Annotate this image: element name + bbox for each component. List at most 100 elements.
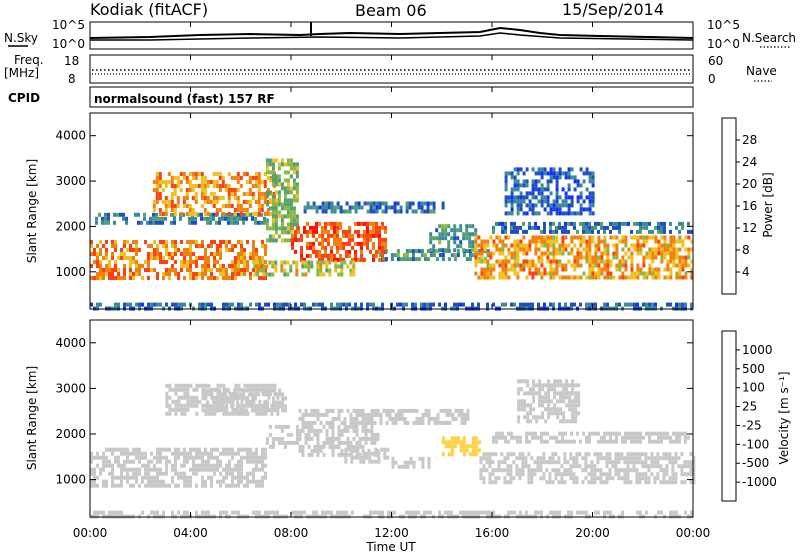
echo-cell (261, 383, 265, 388)
echo-cell (177, 383, 181, 388)
echo-cell (674, 472, 678, 477)
echo-cell (445, 420, 449, 425)
echo-cell (690, 259, 694, 264)
echo-cell (200, 172, 204, 176)
echo-cell (558, 207, 562, 212)
echo-cell (318, 221, 321, 226)
echo-cell (559, 383, 563, 388)
echo-cell (621, 263, 625, 268)
echo-cell (552, 239, 556, 244)
echo-cell (174, 447, 177, 452)
echo-cell (519, 225, 522, 230)
echo-cell (195, 272, 198, 276)
echo-cell (657, 247, 661, 252)
echo-cell (608, 476, 612, 481)
echo-cell (659, 456, 663, 461)
echo-cell (544, 383, 548, 388)
echo-cell (585, 259, 589, 264)
echo-cell (286, 198, 290, 203)
echo-cell (286, 226, 290, 231)
echo-cell (120, 451, 123, 456)
echo-cell (624, 275, 628, 280)
echo-cell (216, 463, 219, 468)
echo-cell (356, 451, 360, 456)
echo-cell (352, 416, 356, 421)
echo-cell (315, 225, 318, 230)
echo-cell (563, 468, 567, 473)
echo-cell (526, 383, 530, 388)
echo-cell (210, 395, 214, 400)
echo-cell (517, 391, 521, 396)
echo-cell (558, 195, 562, 200)
echo-cell (609, 221, 612, 226)
echo-cell (177, 399, 181, 404)
echo-cell (258, 459, 261, 464)
echo-cell (192, 459, 195, 464)
echo-cell (354, 249, 357, 254)
echo-cell (591, 267, 595, 272)
echo-cell (600, 251, 604, 256)
echo-cell (189, 272, 192, 276)
echo-cell (549, 229, 552, 234)
echo-cell (294, 233, 297, 238)
echo-cell (529, 387, 533, 392)
echo-cell (289, 206, 293, 211)
echo-cell (554, 460, 558, 465)
echo-cell (480, 271, 484, 276)
echo-cell (141, 479, 144, 484)
echo-cell (579, 207, 583, 212)
echo-cell (457, 408, 461, 413)
echo-cell (328, 268, 332, 273)
echo-cell (639, 435, 642, 440)
echo-cell (618, 239, 622, 244)
echo-cell (294, 249, 297, 254)
echo-cell (534, 435, 537, 440)
echo-cell (159, 467, 162, 472)
echo-cell (576, 211, 580, 216)
echo-cell (465, 257, 469, 262)
echo-cell (289, 202, 293, 207)
echo-cell (141, 264, 144, 268)
echo-cell (301, 424, 305, 429)
echo-cell (156, 451, 159, 456)
echo-cell (678, 263, 682, 268)
echo-cell (225, 451, 228, 456)
echo-cell (556, 383, 560, 388)
echo-cell (381, 257, 385, 262)
echo-cell (102, 455, 105, 460)
echo-cell (565, 391, 569, 396)
echo-cell (536, 460, 540, 465)
echo-cell (186, 240, 189, 244)
echo-cell (460, 416, 464, 421)
echo-cell (372, 245, 375, 250)
echo-cell (645, 255, 649, 260)
echo-cell (210, 455, 213, 460)
echo-cell (477, 259, 481, 264)
echo-cell (606, 271, 610, 276)
power-panel-bg (90, 113, 693, 309)
echo-cell (328, 272, 332, 277)
echo-cell (543, 267, 547, 272)
echo-cell (153, 302, 156, 307)
echo-cell (155, 216, 158, 221)
echo-cell (291, 245, 294, 250)
echo-cell (201, 510, 204, 515)
echo-cell (374, 459, 378, 464)
echo-cell (376, 436, 380, 441)
echo-cell (111, 463, 114, 468)
echo-cell (608, 460, 612, 465)
echo-cell (111, 256, 114, 260)
echo-cell (271, 222, 275, 227)
echo-cell (258, 467, 261, 472)
echo-cell (348, 225, 351, 230)
echo-cell (540, 171, 544, 176)
echo-cell (660, 247, 664, 252)
echo-cell (660, 221, 663, 226)
echo-cell (574, 395, 578, 400)
echo-cell (295, 162, 299, 167)
echo-cell (644, 452, 648, 457)
echo-cell (633, 243, 637, 248)
echo-cell (340, 448, 344, 453)
echo-cell (203, 180, 207, 184)
echo-cell (663, 275, 667, 280)
